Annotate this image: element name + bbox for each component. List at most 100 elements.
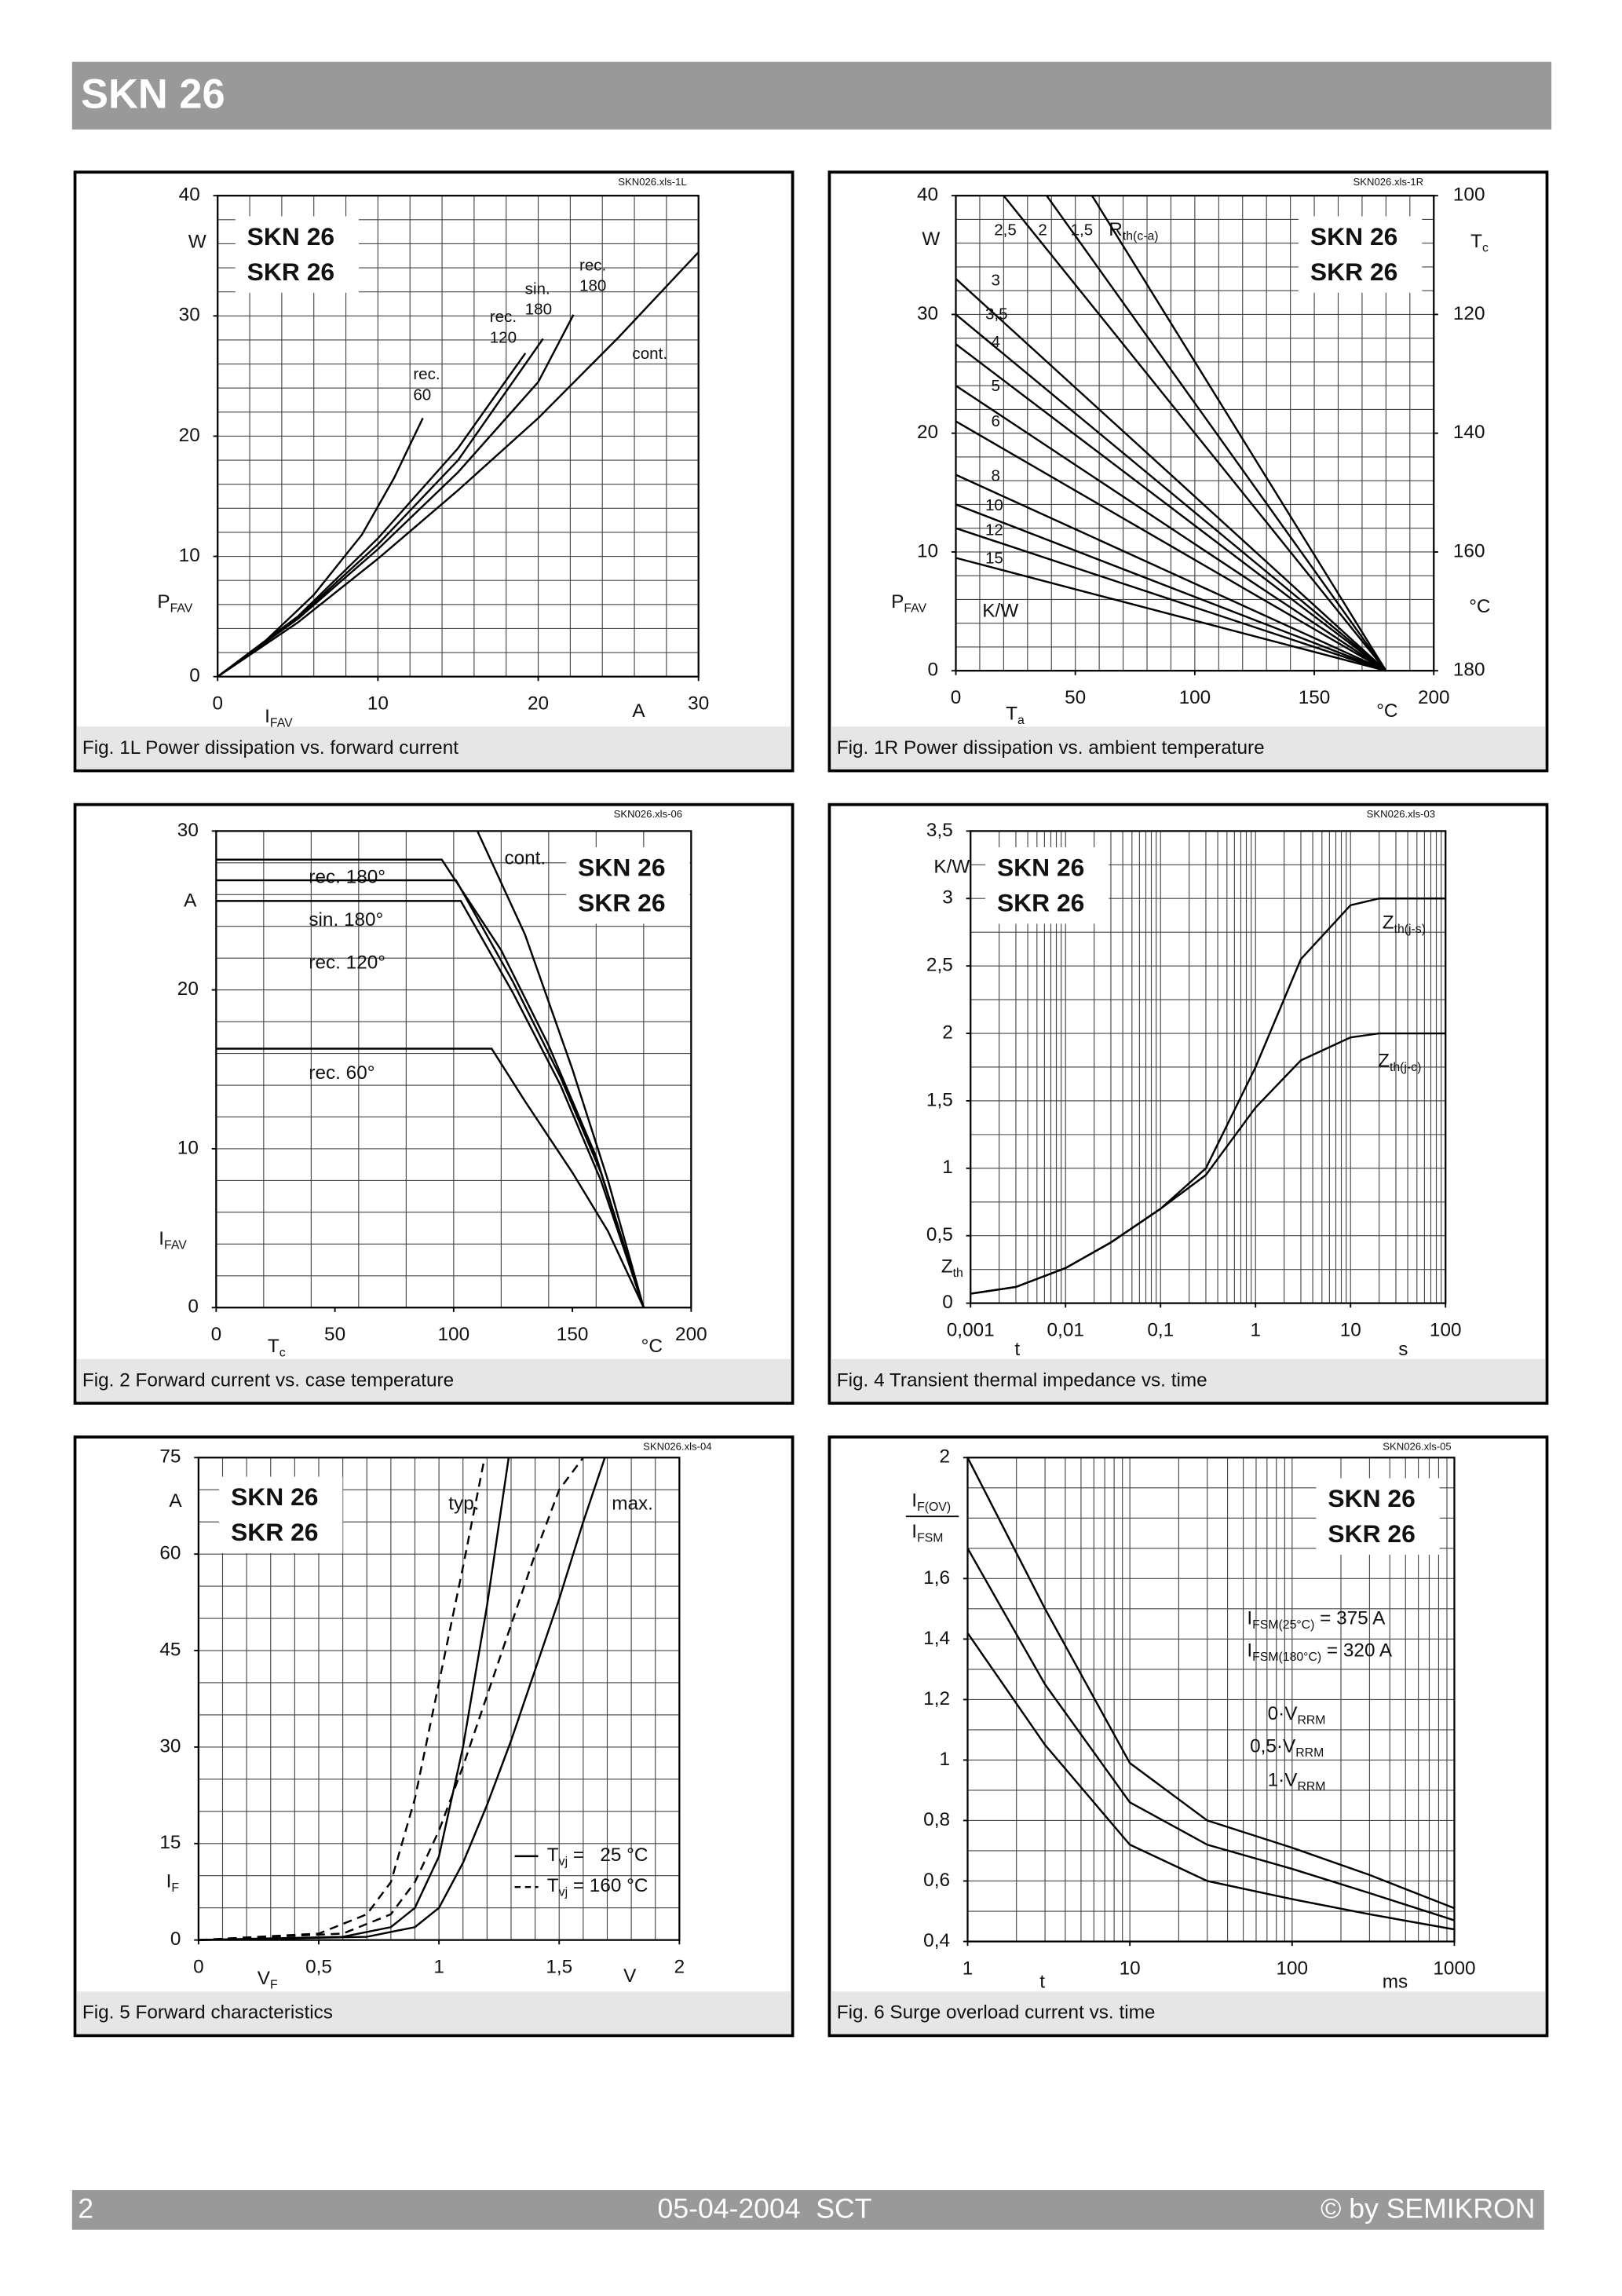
- curve: [966, 1457, 1455, 1910]
- x-tick-label: 0,5: [305, 1957, 332, 1978]
- curve: [955, 313, 1387, 672]
- axis-label-main: P: [891, 591, 904, 612]
- curve: [966, 1548, 1455, 1921]
- y-tick-label: 10: [917, 540, 938, 561]
- axis-label-main: T: [1470, 232, 1482, 253]
- y-tick-label: 30: [159, 1735, 181, 1757]
- caption: Fig. 6 Surge overload current vs. time: [837, 2002, 1156, 2024]
- axis-label-main: I: [265, 707, 270, 728]
- axis-label: IFSM: [911, 1521, 943, 1545]
- axis-label: Tc: [1470, 232, 1489, 255]
- annotation: IFSM(25°C) = 375 A: [1247, 1608, 1386, 1632]
- y-tick-label: 40: [917, 185, 938, 206]
- axis-label: A: [184, 890, 197, 912]
- page-title: SKN 26: [81, 72, 225, 118]
- axis-label-sub: th: [953, 1267, 963, 1280]
- x-tick-label: 200: [1418, 687, 1450, 708]
- x-tick-label: 0: [951, 687, 962, 708]
- curve-label: sin. 180°: [309, 909, 383, 930]
- x-tick-label: 150: [557, 1324, 589, 1345]
- y-tick-label: 3,5: [926, 820, 953, 841]
- curve-label-main: Z: [1378, 1051, 1390, 1072]
- axis-label-main: I: [911, 1521, 917, 1542]
- curve-label: 5: [991, 377, 999, 395]
- axis-label: K/W: [982, 601, 1018, 622]
- annotation-rest: = 320 A: [1321, 1640, 1393, 1662]
- x-tick-label: 30: [688, 693, 709, 715]
- axis-label-sub: F: [270, 1979, 278, 1992]
- legend-entry: Tvj = 160 °C: [547, 1876, 648, 1899]
- y2-tick-label: 160: [1453, 540, 1485, 561]
- brand-name: SKR 26: [578, 888, 665, 916]
- y-tick-label: 45: [159, 1639, 181, 1660]
- axis-label: ms: [1383, 1971, 1408, 1992]
- file-tag: SKN026.xls-1L: [618, 176, 686, 188]
- y-tick-label: 1: [939, 1749, 950, 1770]
- y-tick-label: 20: [177, 978, 199, 1000]
- x-tick-label: 1: [433, 1957, 444, 1978]
- x-tick-label: 2: [674, 1957, 685, 1978]
- y-tick-label: 1: [942, 1157, 953, 1178]
- caption: Fig. 1R Power dissipation vs. ambient te…: [837, 737, 1265, 759]
- caption-strip: [76, 1358, 791, 1402]
- curve: [198, 1457, 486, 1941]
- x-tick-label: 0: [212, 693, 223, 715]
- axis-label-sub: FAV: [904, 602, 926, 616]
- x-tick-label: 0: [211, 1324, 222, 1345]
- annotation: max.: [612, 1493, 653, 1515]
- curve-label-sub: RRM: [1297, 1714, 1325, 1727]
- brand-name: SKN 26: [1310, 222, 1397, 250]
- curve-label: 60: [413, 386, 431, 404]
- axis-label-main: R: [1109, 220, 1123, 241]
- curve: [955, 473, 1386, 672]
- x-tick-label: 10: [1340, 1320, 1361, 1341]
- footer-bar: [71, 2190, 1544, 2230]
- axis-label: Rth(c-a): [1109, 220, 1158, 243]
- y2-tick-label: 100: [1453, 185, 1485, 206]
- curve-label: cont.: [504, 847, 546, 868]
- axis-label: Ta: [1006, 704, 1025, 727]
- y2-tick-label: 120: [1453, 303, 1485, 324]
- axis-label-main: I: [159, 1228, 164, 1249]
- x-tick-label: 100: [1430, 1320, 1462, 1341]
- curve-label: 12: [985, 521, 1003, 539]
- x-tick-label: 100: [438, 1324, 470, 1345]
- panel: [73, 1435, 795, 2038]
- curve: [955, 420, 1386, 672]
- panel: [827, 170, 1549, 773]
- curve-label: 3,5: [985, 305, 1008, 323]
- annotation-main: I: [1247, 1640, 1252, 1662]
- file-tag: SKN026.xls-03: [1367, 808, 1435, 820]
- y-tick-label: 30: [177, 820, 199, 841]
- axis-label: IFAV: [265, 707, 293, 730]
- curve-label: 0·VRRM: [1268, 1703, 1326, 1727]
- curve-label: 10: [985, 496, 1003, 514]
- curve-label: rec. 60°: [309, 1062, 374, 1084]
- curve-label: rec.: [413, 365, 440, 383]
- axis-label-sub: F(OV): [917, 1501, 951, 1514]
- brand-name: SKN 26: [578, 853, 665, 881]
- axis-label: t: [1039, 1971, 1045, 1992]
- axis-label: VF: [258, 1969, 278, 1992]
- y-tick-label: 2: [942, 1022, 953, 1043]
- curve-label: 2,5: [994, 221, 1017, 239]
- legend-entry-main: T: [547, 1876, 559, 1897]
- y2-tick-label: 180: [1453, 660, 1485, 681]
- x-tick-label: 200: [675, 1324, 707, 1345]
- curve-label-sub: RRM: [1295, 1746, 1324, 1760]
- brand-box: [235, 216, 360, 293]
- curve: [216, 900, 645, 1308]
- legend-entry-main: T: [547, 1844, 559, 1866]
- brand-name: SKR 26: [247, 258, 334, 286]
- curve-label: Zth(j-c): [1378, 1051, 1421, 1074]
- brand-box: [1316, 1478, 1440, 1555]
- x-tick-label: 0,1: [1147, 1320, 1174, 1341]
- curve: [217, 251, 700, 678]
- curve: [955, 503, 1386, 672]
- axis-label-main: I: [911, 1490, 917, 1512]
- header-bar: [71, 61, 1552, 130]
- axis-label: IF: [166, 1871, 180, 1895]
- curve-label: 0,5·VRRM: [1250, 1736, 1324, 1760]
- legend-entry: Tvj = 25 °C: [547, 1844, 648, 1868]
- caption-strip: [76, 1991, 791, 2035]
